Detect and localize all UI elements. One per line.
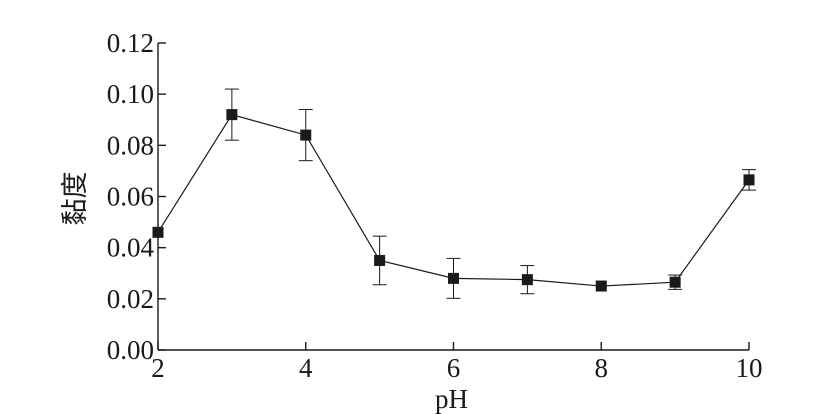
- x-tick-label: 4: [299, 353, 313, 383]
- x-ticks: 2 4 6 8 10: [151, 342, 763, 383]
- y-tick-label: 0.02: [107, 284, 154, 314]
- data-point: [448, 272, 459, 284]
- y-tick-label: 0.10: [107, 79, 154, 109]
- data-point: [374, 254, 386, 266]
- data-point: [152, 226, 164, 238]
- y-tick-label: 0.06: [107, 182, 154, 212]
- y-tick-label: 0.04: [107, 233, 155, 263]
- data-point: [669, 276, 681, 288]
- plot-area: [152, 88, 756, 299]
- x-tick-label: 6: [447, 353, 461, 383]
- y-axis-title: 黏度: [60, 172, 90, 226]
- x-tick-label: 10: [736, 353, 763, 383]
- y-tick-label: 0.08: [107, 130, 154, 160]
- data-point: [743, 174, 755, 186]
- y-ticks: 0.00 0.02 0.04 0.06 0.08 0.10 0.12: [107, 28, 166, 365]
- data-point: [300, 129, 312, 141]
- x-tick-label: 2: [151, 353, 165, 383]
- data-point: [521, 274, 533, 286]
- x-tick-label: 8: [595, 353, 609, 383]
- x-axis-title: pH: [435, 384, 468, 414]
- y-tick-label: 0.00: [107, 335, 154, 365]
- y-tick-label: 0.12: [107, 28, 154, 58]
- data-point: [595, 280, 607, 292]
- data-point: [226, 109, 238, 121]
